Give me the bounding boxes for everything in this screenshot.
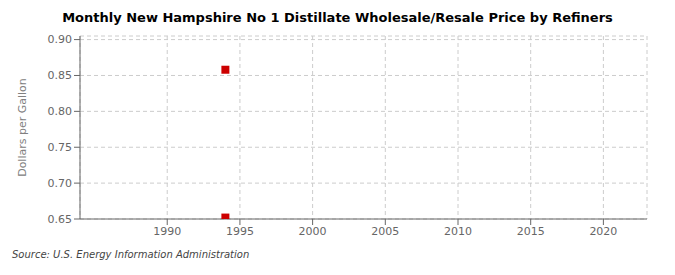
html-text:Source: U.S. Energy Informatio: Source: U.S. Energy Information Administ…	[12, 249, 250, 260]
svg-text:2015: 2015	[517, 225, 545, 238]
svg-text:0.85: 0.85	[48, 69, 73, 82]
svg-text:0.70: 0.70	[48, 177, 73, 190]
svg-text:0.90: 0.90	[48, 33, 73, 46]
svg-text:1995: 1995	[226, 225, 254, 238]
html-text:Monthly New Hampshire No 1 Dis: Monthly New Hampshire No 1 Distillate Wh…	[62, 10, 613, 25]
svg-text:Dollars per Gallon: Dollars per Gallon	[16, 78, 29, 177]
svg-text:0.75: 0.75	[48, 141, 73, 154]
svg-text:1990: 1990	[153, 225, 181, 238]
svg-text:2010: 2010	[444, 225, 472, 238]
svg-text:2000: 2000	[299, 225, 327, 238]
svg-text:0.65: 0.65	[48, 213, 73, 226]
svg-text:2005: 2005	[371, 225, 399, 238]
svg-text:2020: 2020	[589, 225, 617, 238]
svg-text:0.80: 0.80	[48, 105, 73, 118]
